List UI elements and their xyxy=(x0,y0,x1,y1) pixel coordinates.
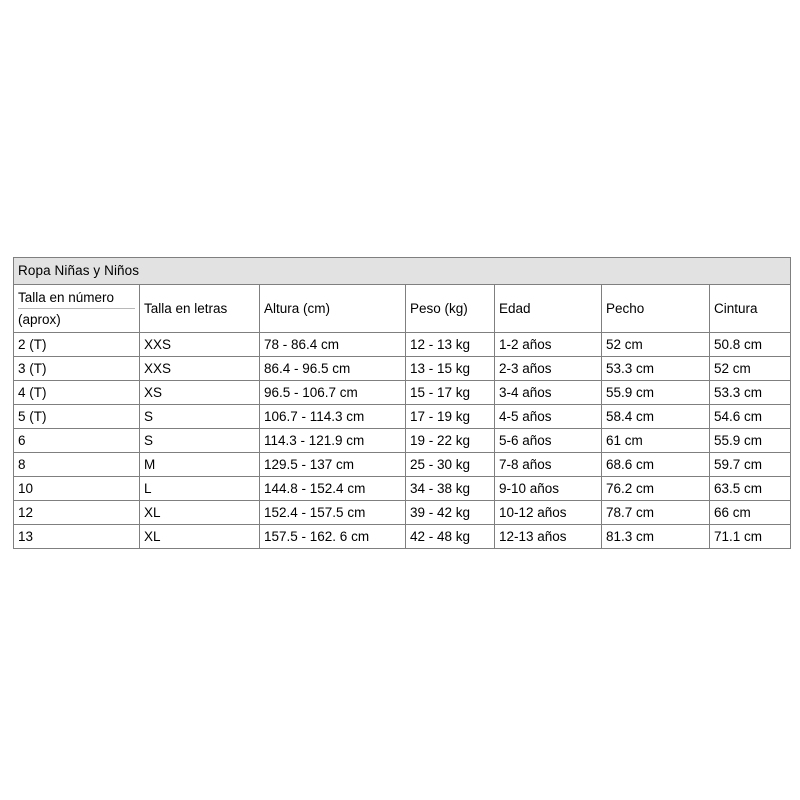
cell-pecho: 55.9 cm xyxy=(601,380,710,405)
cell-altura: 86.4 - 96.5 cm xyxy=(259,356,406,381)
cell-talla-numero: 2 (T) xyxy=(13,332,140,357)
cell-pecho: 52 cm xyxy=(601,332,710,357)
table-row: 6 S 114.3 - 121.9 cm 19 - 22 kg 5-6 años 61 c… xyxy=(13,428,792,453)
cell-edad: 9-10 años xyxy=(494,476,602,501)
column-header-peso: Peso (kg) xyxy=(405,284,495,333)
cell-talla-letras: S xyxy=(139,404,260,429)
cell-edad: 7-8 años xyxy=(494,452,602,477)
table-column-header-row: Talla en número (aprox) Talla en letras … xyxy=(13,284,792,333)
column-header-cintura: Cintura xyxy=(708,284,792,333)
table-body: 2 (T) XXS 78 - 86.4 cm 12 - 13 kg 1-2 años 52… xyxy=(13,332,792,549)
cell-altura: 152.4 - 157.5 cm xyxy=(259,500,406,525)
cell-talla-numero: 13 xyxy=(13,524,140,549)
size-chart-container: Ropa Niñas y Niños Talla en número (apro… xyxy=(12,257,792,549)
cell-cintura: 59.7 cm xyxy=(708,452,792,477)
column-header-pecho: Pecho xyxy=(601,284,710,333)
cell-pecho: 61 cm xyxy=(601,428,710,453)
cell-talla-numero: 4 (T) xyxy=(13,380,140,405)
table-row: 12 XL 152.4 - 157.5 cm 39 - 42 kg 10-12 años… xyxy=(13,500,792,525)
cell-edad: 10-12 años xyxy=(494,500,602,525)
cell-edad: 1-2 años xyxy=(494,332,602,357)
cell-talla-numero: 3 (T) xyxy=(13,356,140,381)
cell-peso: 12 - 13 kg xyxy=(405,332,495,357)
cell-cintura: 52 cm xyxy=(708,356,792,381)
table-title: Ropa Niñas y Niños xyxy=(12,257,792,285)
table-row: 8 M 129.5 - 137 cm 25 - 30 kg 7-8 años 68.6 c… xyxy=(13,452,792,477)
cell-edad: 2-3 años xyxy=(494,356,602,381)
cell-peso: 17 - 19 kg xyxy=(405,404,495,429)
cell-talla-letras: XL xyxy=(139,500,260,525)
cell-pecho: 78.7 cm xyxy=(601,500,710,525)
cell-pecho: 81.3 cm xyxy=(601,524,710,549)
table-header: Ropa Niñas y Niños Talla en número (apro… xyxy=(12,257,792,333)
cell-edad: 3-4 años xyxy=(494,380,602,405)
cell-altura: 129.5 - 137 cm xyxy=(259,452,406,477)
cell-talla-numero: 5 (T) xyxy=(13,404,140,429)
cell-peso: 42 - 48 kg xyxy=(405,524,495,549)
table-row: 13 XL 157.5 - 162. 6 cm 42 - 48 kg 12-13 año… xyxy=(13,524,792,549)
cell-cintura: 53.3 cm xyxy=(708,380,792,405)
column-header-talla-letras: Talla en letras xyxy=(139,284,260,333)
cell-edad: 4-5 años xyxy=(494,404,602,429)
cell-cintura: 66 cm xyxy=(708,500,792,525)
cell-altura: 144.8 - 152.4 cm xyxy=(259,476,406,501)
cell-altura: 96.5 - 106.7 cm xyxy=(259,380,406,405)
table-title-row: Ropa Niñas y Niños xyxy=(12,257,792,285)
table-row: 5 (T) S 106.7 - 114.3 cm 17 - 19 kg 4-5 años… xyxy=(13,404,792,429)
cell-peso: 15 - 17 kg xyxy=(405,380,495,405)
table-row: 4 (T) XS 96.5 - 106.7 cm 15 - 17 kg 3-4 años… xyxy=(13,380,792,405)
cell-talla-numero: 8 xyxy=(13,452,140,477)
column-header-talla-numero: Talla en número (aprox) xyxy=(13,284,140,333)
cell-talla-letras: S xyxy=(139,428,260,453)
cell-cintura: 63.5 cm xyxy=(708,476,792,501)
column-header-talla-numero-line2: (aprox) xyxy=(18,312,61,327)
cell-pecho: 76.2 cm xyxy=(601,476,710,501)
cell-talla-letras: XS xyxy=(139,380,260,405)
cell-talla-letras: XL xyxy=(139,524,260,549)
cell-talla-letras: L xyxy=(139,476,260,501)
table-row: 2 (T) XXS 78 - 86.4 cm 12 - 13 kg 1-2 años 52… xyxy=(13,332,792,357)
size-chart-table: Ropa Niñas y Niños Talla en número (apro… xyxy=(12,257,792,549)
cell-talla-numero: 10 xyxy=(13,476,140,501)
cell-peso: 39 - 42 kg xyxy=(405,500,495,525)
cell-talla-letras: XXS xyxy=(139,332,260,357)
cell-talla-numero: 6 xyxy=(13,428,140,453)
cell-cintura: 71.1 cm xyxy=(708,524,792,549)
cell-edad: 12-13 años xyxy=(494,524,602,549)
cell-edad: 5-6 años xyxy=(494,428,602,453)
cell-altura: 157.5 - 162. 6 cm xyxy=(259,524,406,549)
cell-pecho: 58.4 cm xyxy=(601,404,710,429)
cell-talla-letras: XXS xyxy=(139,356,260,381)
cell-peso: 13 - 15 kg xyxy=(405,356,495,381)
cell-cintura: 50.8 cm xyxy=(708,332,792,357)
column-header-talla-numero-line1: Talla en número xyxy=(18,290,135,309)
cell-talla-numero: 12 xyxy=(13,500,140,525)
cell-altura: 78 - 86.4 cm xyxy=(259,332,406,357)
table-row: 10 L 144.8 - 152.4 cm 34 - 38 kg 9-10 años 76… xyxy=(13,476,792,501)
cell-pecho: 53.3 cm xyxy=(601,356,710,381)
cell-altura: 114.3 - 121.9 cm xyxy=(259,428,406,453)
column-header-edad: Edad xyxy=(494,284,602,333)
cell-peso: 19 - 22 kg xyxy=(405,428,495,453)
cell-peso: 25 - 30 kg xyxy=(405,452,495,477)
cell-peso: 34 - 38 kg xyxy=(405,476,495,501)
cell-pecho: 68.6 cm xyxy=(601,452,710,477)
cell-cintura: 55.9 cm xyxy=(708,428,792,453)
cell-talla-letras: M xyxy=(139,452,260,477)
table-row: 3 (T) XXS 86.4 - 96.5 cm 13 - 15 kg 2-3 años… xyxy=(13,356,792,381)
cell-cintura: 54.6 cm xyxy=(708,404,792,429)
cell-altura: 106.7 - 114.3 cm xyxy=(259,404,406,429)
column-header-altura: Altura (cm) xyxy=(259,284,406,333)
